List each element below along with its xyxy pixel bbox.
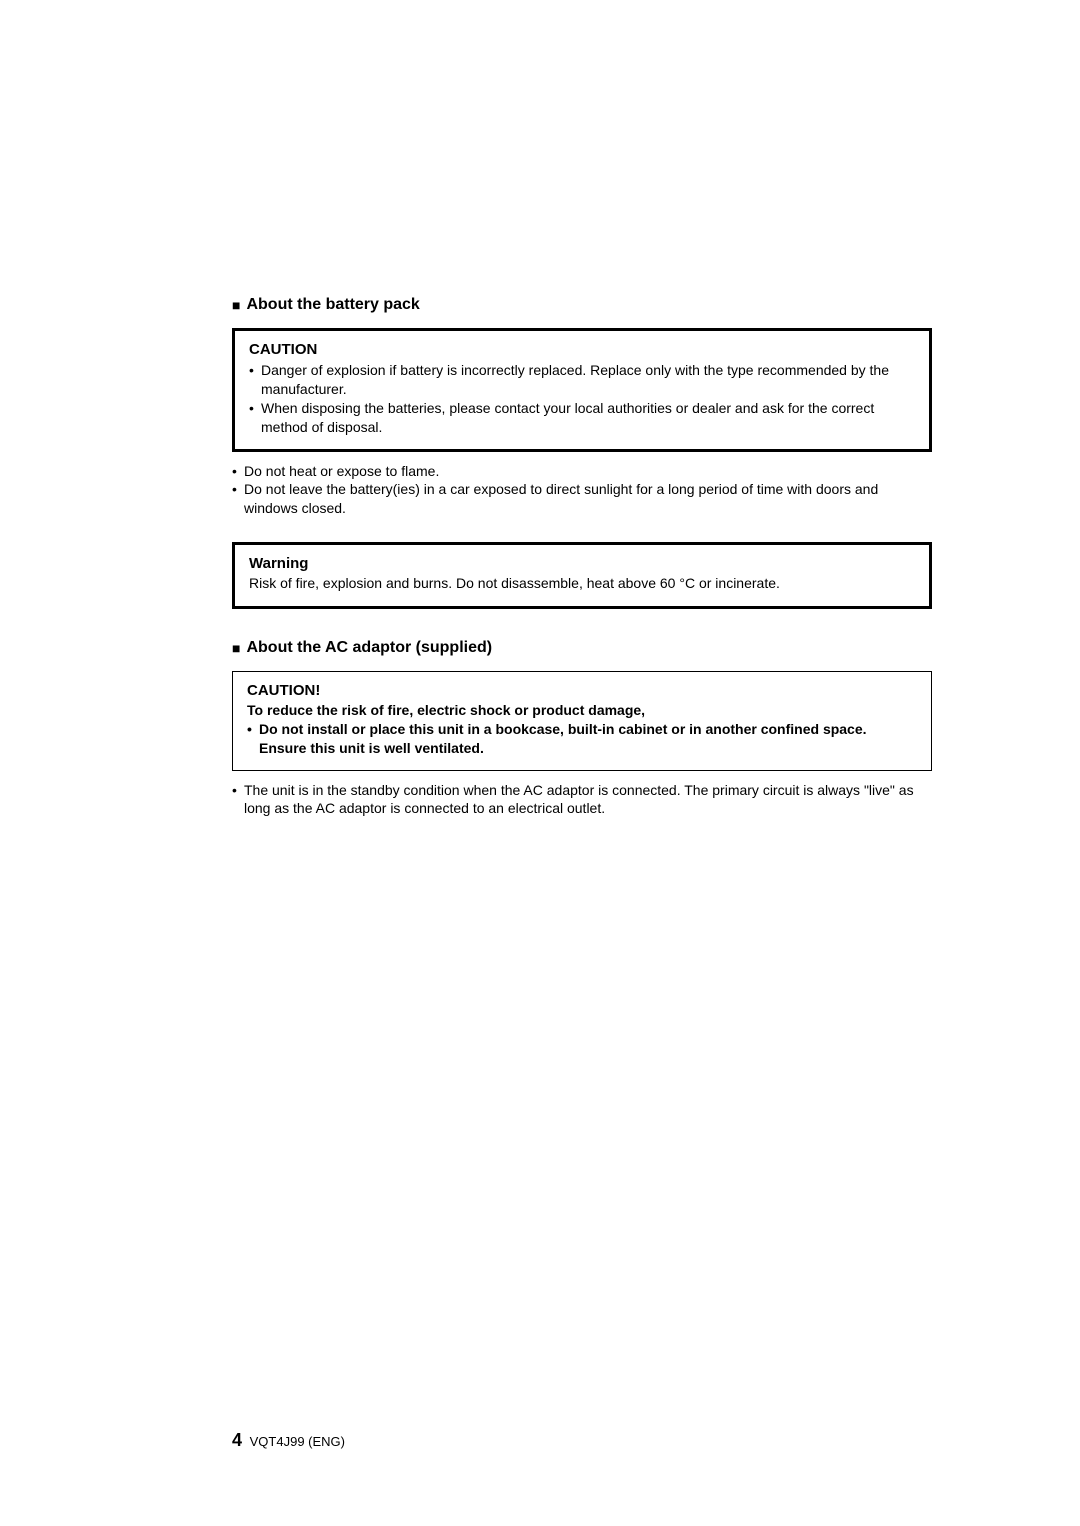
caution-title: CAUTION! xyxy=(247,682,917,699)
caution-item: Danger of explosion if battery is incorr… xyxy=(249,361,915,399)
caution-item: When disposing the batteries, please con… xyxy=(249,399,915,437)
section-heading-battery: About the battery pack xyxy=(232,296,932,314)
caution-box-ac-adaptor: CAUTION! To reduce the risk of fire, ele… xyxy=(232,671,932,771)
heading-text: About the AC adaptor (supplied) xyxy=(246,639,492,657)
caution-bullet-list: Danger of explosion if battery is incorr… xyxy=(249,361,915,437)
caution-item: Do not install or place this unit in a b… xyxy=(247,720,917,758)
caution-bullet-list: Do not install or place this unit in a b… xyxy=(247,720,917,758)
section-heading-ac-adaptor: About the AC adaptor (supplied) xyxy=(232,639,932,657)
note-item: The unit is in the standby condition whe… xyxy=(232,781,932,819)
warning-box-battery: Warning Risk of fire, explosion and burn… xyxy=(232,542,932,609)
page-number: 4 xyxy=(232,1430,242,1450)
heading-text: About the battery pack xyxy=(246,296,419,314)
doc-id: VQT4J99 (ENG) xyxy=(250,1434,345,1449)
page-content: About the battery pack CAUTION Danger of… xyxy=(232,296,932,842)
note-item: Do not leave the battery(ies) in a car e… xyxy=(232,480,932,518)
note-item: Do not heat or expose to flame. xyxy=(232,462,932,481)
caution-box-battery: CAUTION Danger of explosion if battery i… xyxy=(232,328,932,452)
warning-text: Risk of fire, explosion and burns. Do no… xyxy=(249,574,915,594)
warning-title: Warning xyxy=(249,555,915,572)
battery-notes-list: Do not heat or expose to flame. Do not l… xyxy=(232,462,932,519)
page-footer: 4 VQT4J99 (ENG) xyxy=(232,1430,345,1451)
caution-title: CAUTION xyxy=(249,341,915,358)
ac-adaptor-notes-list: The unit is in the standby condition whe… xyxy=(232,781,932,819)
caution-subtitle: To reduce the risk of fire, electric sho… xyxy=(247,701,917,720)
